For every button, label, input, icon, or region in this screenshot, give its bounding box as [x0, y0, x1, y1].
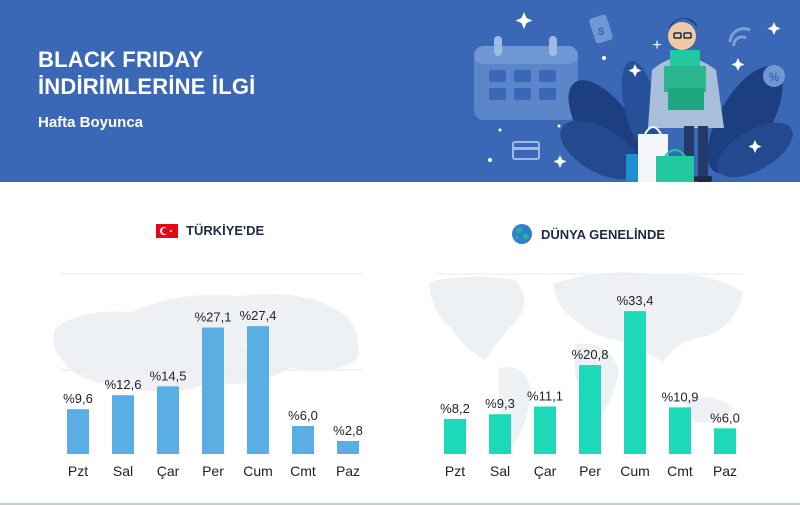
bar-value-label: %20,8 [572, 347, 609, 362]
plus-icon: + [652, 37, 661, 54]
turkey-panel-title: TÜRKİYE'DE [186, 223, 265, 238]
category-label: Cum [620, 463, 650, 479]
category-label: Paz [336, 463, 360, 479]
category-label: Sal [490, 463, 510, 479]
category-label: Cum [243, 463, 273, 479]
wifi-icon [728, 27, 751, 47]
category-label: Pzt [445, 463, 465, 479]
bar-value-label: %10,9 [662, 389, 699, 404]
world-panel-heading: DÜNYA GENELİNDE [511, 223, 665, 245]
bar [337, 440, 359, 454]
bar-value-label: %11,1 [527, 389, 563, 404]
highlight-bar [247, 326, 269, 454]
category-label: Per [202, 463, 224, 479]
percent-badge-icon: % [763, 65, 785, 87]
world-panel-title: DÜNYA GENELİNDE [541, 226, 666, 242]
category-label: Pzt [68, 463, 88, 479]
bar-value-label: %6,0 [288, 408, 318, 423]
category-label: Cmt [667, 463, 693, 479]
bar-value-label: %33,4 [617, 293, 654, 308]
header-banner: BLACK FRIDAY İNDİRİMLERİNE İLGİ Hafta Bo… [0, 0, 800, 182]
bar-value-label: %12,6 [105, 377, 142, 392]
bar-value-label: %27,1 [195, 310, 232, 325]
bar-value-label: %2,8 [333, 423, 363, 438]
turkey-panel-heading: TÜRKİYE'DE [156, 223, 264, 238]
bar [202, 327, 224, 454]
bar-value-label: %9,6 [63, 391, 93, 406]
bar-value-label: %8,2 [440, 401, 470, 416]
title-line-2: İNDİRİMLERİNE İLGİ [38, 74, 256, 99]
world-bar-chart: %+%+✦ %8,2%9,3%11,1%20,8%33,4%10,9%6,0 P… [429, 272, 743, 479]
bottom-divider [0, 503, 800, 505]
category-label: Paz [713, 463, 737, 479]
bar [444, 418, 466, 454]
globe-icon [512, 224, 532, 244]
price-tag-icon: $ [589, 14, 613, 44]
bar-value-label: %27,4 [240, 308, 277, 323]
calendar-icon [474, 36, 578, 120]
bar [157, 386, 179, 454]
bar [112, 395, 134, 454]
bar-value-label: %9,3 [485, 396, 515, 411]
category-label: Cmt [290, 463, 316, 479]
category-label: Çar [534, 463, 557, 479]
title-line-1: BLACK FRIDAY [38, 47, 204, 72]
bar [534, 406, 556, 454]
category-label: Çar [157, 463, 180, 479]
credit-card-icon [512, 141, 540, 160]
category-label: Per [579, 463, 601, 479]
shopping-bags [626, 126, 694, 182]
bar [714, 428, 736, 454]
page-subtitle: Hafta Boyunca [38, 114, 144, 131]
sparkle-decorations [488, 12, 781, 168]
turkey-flag-icon [156, 223, 178, 238]
shopper-figure [648, 18, 724, 182]
shopping-illustration: % $ + [474, 12, 793, 182]
bar [579, 365, 601, 454]
bar [489, 414, 511, 454]
bar [292, 426, 314, 454]
bar-value-label: %6,0 [710, 410, 740, 425]
svg-text:$: $ [598, 26, 604, 38]
bar [67, 409, 89, 454]
bar-value-label: %14,5 [150, 368, 187, 383]
page-title: BLACK FRIDAY İNDİRİMLERİNE İLGİ [38, 46, 256, 100]
highlight-bar [624, 311, 646, 454]
turkey-bar-chart: %+%+✦ %9,6%12,6%14,5%27,1%27,4%6,0%2,8 P… [53, 273, 363, 479]
svg-text:%: % [769, 70, 780, 84]
bar [669, 407, 691, 454]
category-label: Sal [113, 463, 133, 479]
